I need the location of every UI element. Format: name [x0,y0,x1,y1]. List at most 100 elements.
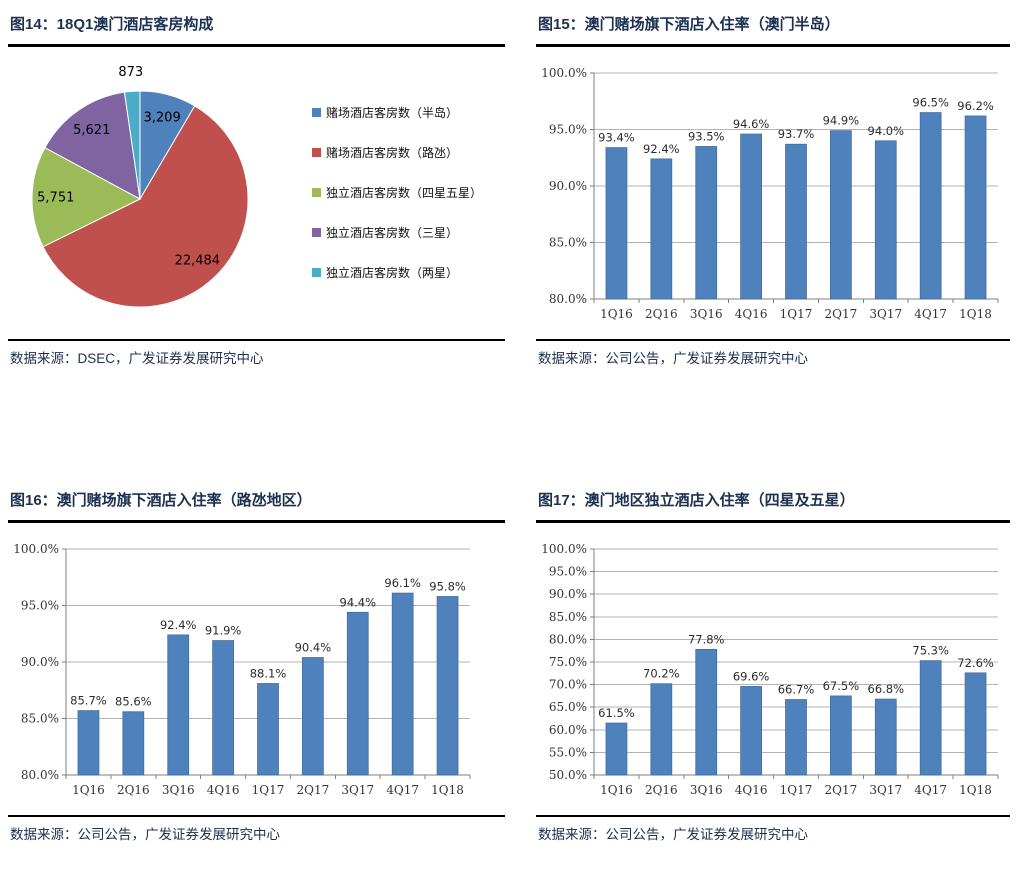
pie-value-label: 5,621 [73,123,110,138]
bar-chart-cotai-occupancy: 80.0% 85.0% 90.0% 95.0% 100.0% 85.7% 1Q16 85.6%… [8,523,505,815]
title-divider [536,44,1010,47]
bar [77,710,100,776]
legend-label: 独立酒店客房数（四星五星） [326,186,483,200]
bar-chart-svg: 80.0% 85.0% 90.0% 95.0% 100.0% 85.7% 1Q16 85.6%… [13,542,471,797]
x-category-label: 2Q16 [645,783,678,797]
bar-value-label: 92.4% [643,142,680,156]
x-category-label: 2Q16 [117,783,150,797]
bar [874,698,897,776]
bar-value-label: 72.6% [957,656,994,670]
y-tick-label: 80.0% [21,768,59,782]
figure-title-fig16: 图16：澳门赌场旗下酒店入住率（路氹地区） [10,492,312,509]
title-divider [8,44,505,47]
bar-value-label: 93.4% [598,131,635,145]
y-tick-label: 100.0% [541,542,587,556]
source-divider [536,339,1010,341]
pie-slice [31,146,142,248]
bar [830,130,852,300]
y-tick-label: 75.0% [549,655,587,669]
legend-item: 独立酒店客房数（四星五星） [312,186,500,200]
y-tick-label: 85.0% [549,610,587,624]
legend-swatch-icon [312,268,321,277]
bar [919,112,942,300]
bar-value-label: 85.6% [115,695,152,709]
x-category-label: 4Q16 [735,307,768,321]
bar-chart-svg: 80.0% 85.0% 90.0% 95.0% 100.0% 93.4% 1Q16 92.4%… [541,66,999,321]
bar-value-label: 70.2% [643,667,680,681]
legend-item: 赌场酒店客房数（路氹） [312,146,500,160]
x-category-label: 3Q16 [162,783,195,797]
bar-value-label: 90.4% [295,640,332,654]
legend-item: 独立酒店客房数（三星） [312,226,500,240]
source-divider [536,815,1010,817]
bar [785,699,807,776]
bar-value-label: 94.6% [733,117,770,131]
legend-item: 赌场酒店客房数（半岛） [312,106,500,120]
pie-with-legend: 3,209 22,484 5,751 5,621 873 赌场酒店客房数（半岛） 赌场酒店客… [8,47,505,339]
data-source-fig16: 数据来源：公司公告，广发证券发展研究中心 [10,827,280,842]
x-category-label: 2Q17 [825,307,858,321]
bar [391,592,414,776]
bar-value-label: 66.7% [778,683,815,697]
x-category-label: 4Q17 [914,307,947,321]
pie-value-label: 5,751 [37,190,74,205]
pie-chart-svg: 3,209 22,484 5,751 5,621 873 [31,65,249,308]
bar [212,640,234,776]
bar-value-label: 92.4% [160,618,197,632]
bar [605,147,628,300]
bar-value-label: 85.7% [70,694,107,708]
x-category-label: 4Q16 [735,783,768,797]
x-category-label: 3Q17 [869,307,902,321]
x-category-label: 1Q18 [959,783,992,797]
legend-label: 赌场酒店客房数（半岛） [326,106,459,120]
x-category-label: 1Q16 [600,307,633,321]
pie-slice [42,105,249,308]
legend-swatch-icon [312,188,321,197]
x-category-label: 4Q17 [914,783,947,797]
y-tick-label: 95.0% [549,565,587,579]
bar-value-label: 69.6% [733,669,770,683]
bar-value-label: 96.5% [912,96,949,110]
bar-value-label: 96.1% [384,576,421,590]
x-category-label: 2Q17 [825,783,858,797]
bar [167,634,190,776]
pie-value-label: 873 [118,65,143,80]
pie-value-label: 3,209 [144,111,181,126]
bar [257,683,279,776]
bar [302,657,324,776]
title-divider [536,520,1010,523]
bar [605,722,628,776]
x-category-label: 3Q17 [869,783,902,797]
bar [964,672,987,776]
legend-swatch-icon [312,108,321,117]
x-category-label: 4Q17 [386,783,419,797]
figure-title-fig15: 图15：澳门赌场旗下酒店入住率（澳门半岛） [538,16,840,33]
source-divider [8,339,505,341]
pie-slice [44,91,141,200]
panel-fig14: 图14：18Q1澳门酒店客房构成 3,209 22,484 5,751 5,621 87… [8,0,505,400]
y-tick-label: 70.0% [549,678,587,692]
bar-chart-peninsula-occupancy: 80.0% 85.0% 90.0% 95.0% 100.0% 93.4% 1Q16 92.4%… [536,47,1010,339]
panel-fig16: 图16：澳门赌场旗下酒店入住率（路氹地区） 80.0% 85.0% 90.0% 95.… [8,476,505,872]
legend-swatch-icon [312,228,321,237]
bar-value-label: 61.5% [598,706,635,720]
panel-fig15: 图15：澳门赌场旗下酒店入住率（澳门半岛） 80.0% 85.0% 90.0% 95.… [536,0,1010,400]
bar-chart-independent-hotel-occupancy: 50.0% 55.0% 60.0% 65.0% 70.0% 75.0% 80.0% 85.0%… [536,523,1010,815]
x-category-label: 1Q18 [959,307,992,321]
pie-value-label: 22,484 [175,254,221,269]
x-category-label: 3Q17 [341,783,374,797]
y-tick-label: 50.0% [549,768,587,782]
bar [830,695,852,776]
bar-value-label: 66.8% [868,682,905,696]
bar-value-label: 67.5% [823,679,860,693]
title-divider [8,520,505,523]
bar-value-label: 96.2% [957,99,994,113]
bar-value-label: 94.4% [340,595,377,609]
legend-label: 赌场酒店客房数（路氹） [326,146,459,160]
x-category-label: 1Q16 [600,783,633,797]
pie-slice [123,90,141,200]
x-category-label: 4Q16 [207,783,240,797]
bar-value-label: 88.1% [250,666,287,680]
y-tick-label: 80.0% [549,632,587,646]
x-category-label: 1Q16 [72,783,105,797]
